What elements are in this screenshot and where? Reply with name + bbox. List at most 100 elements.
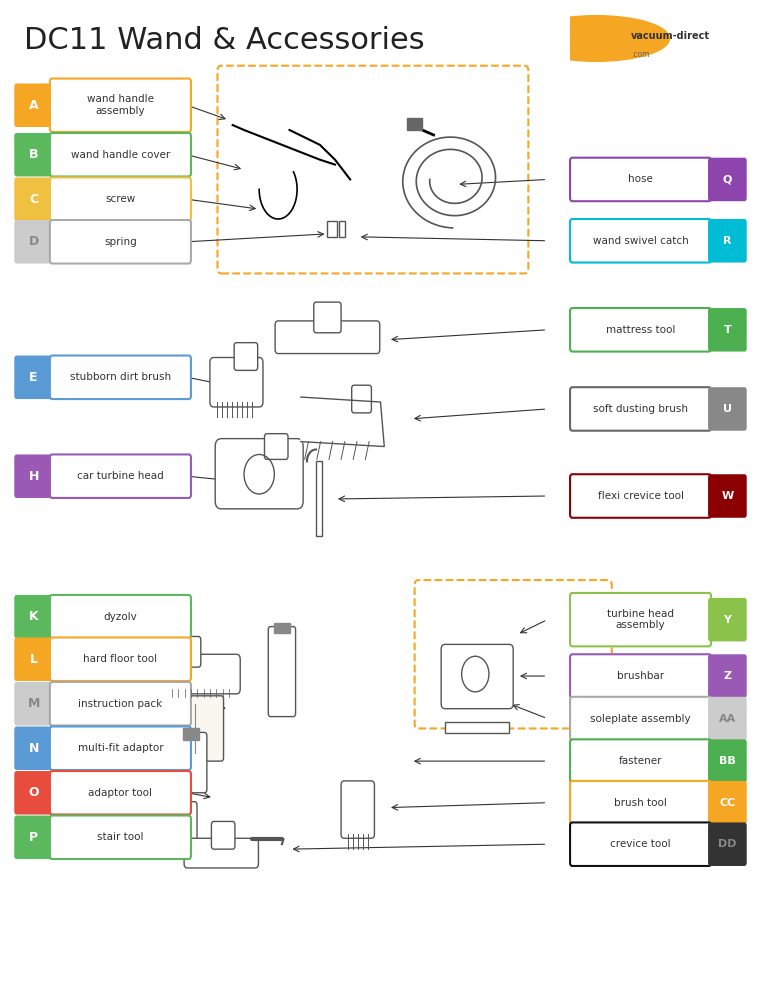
- Text: wand handle
assembly: wand handle assembly: [87, 94, 154, 116]
- Text: spring: spring: [104, 237, 137, 247]
- FancyBboxPatch shape: [164, 655, 240, 693]
- FancyBboxPatch shape: [570, 158, 711, 201]
- FancyBboxPatch shape: [708, 309, 747, 351]
- Text: soleplate assembly: soleplate assembly: [591, 713, 691, 723]
- Text: Q: Q: [723, 175, 732, 185]
- FancyBboxPatch shape: [50, 726, 191, 770]
- FancyBboxPatch shape: [50, 771, 191, 814]
- FancyBboxPatch shape: [570, 696, 711, 740]
- FancyBboxPatch shape: [50, 682, 191, 725]
- Text: mattress tool: mattress tool: [606, 324, 675, 335]
- Text: Z: Z: [723, 671, 731, 682]
- Text: AA: AA: [718, 713, 736, 723]
- FancyBboxPatch shape: [174, 637, 201, 668]
- FancyBboxPatch shape: [708, 739, 747, 783]
- FancyBboxPatch shape: [341, 781, 374, 838]
- Text: dyzolv: dyzolv: [103, 612, 137, 622]
- Text: stair tool: stair tool: [97, 832, 144, 842]
- FancyBboxPatch shape: [14, 454, 53, 498]
- FancyBboxPatch shape: [175, 732, 207, 793]
- FancyBboxPatch shape: [174, 695, 224, 761]
- FancyBboxPatch shape: [212, 821, 235, 849]
- Text: BB: BB: [719, 756, 736, 766]
- FancyBboxPatch shape: [14, 771, 53, 814]
- Text: C: C: [29, 192, 38, 205]
- FancyBboxPatch shape: [215, 438, 303, 509]
- Text: A: A: [29, 99, 38, 112]
- FancyBboxPatch shape: [708, 822, 747, 866]
- FancyBboxPatch shape: [14, 83, 53, 127]
- FancyBboxPatch shape: [14, 178, 53, 221]
- FancyBboxPatch shape: [14, 726, 53, 770]
- Text: L: L: [30, 653, 37, 666]
- FancyBboxPatch shape: [570, 474, 711, 518]
- Text: wand swivel catch: wand swivel catch: [593, 236, 689, 246]
- Text: H: H: [28, 470, 39, 483]
- Text: E: E: [30, 371, 38, 384]
- FancyBboxPatch shape: [708, 158, 747, 201]
- Polygon shape: [301, 397, 384, 446]
- FancyBboxPatch shape: [570, 781, 711, 824]
- Text: adaptor tool: adaptor tool: [88, 788, 152, 798]
- FancyBboxPatch shape: [14, 133, 53, 177]
- FancyBboxPatch shape: [708, 219, 747, 263]
- Text: U: U: [723, 404, 732, 414]
- FancyBboxPatch shape: [234, 342, 258, 370]
- FancyBboxPatch shape: [570, 219, 711, 263]
- Text: T: T: [724, 324, 731, 335]
- Text: brush tool: brush tool: [614, 798, 667, 807]
- FancyBboxPatch shape: [50, 815, 191, 859]
- Bar: [316, 461, 322, 536]
- Text: Y: Y: [724, 615, 731, 625]
- FancyBboxPatch shape: [210, 357, 263, 407]
- FancyBboxPatch shape: [708, 474, 747, 518]
- FancyBboxPatch shape: [570, 655, 711, 697]
- FancyBboxPatch shape: [352, 385, 371, 413]
- FancyBboxPatch shape: [14, 815, 53, 859]
- Text: soft dusting brush: soft dusting brush: [593, 404, 688, 414]
- FancyBboxPatch shape: [265, 434, 288, 459]
- FancyBboxPatch shape: [50, 454, 191, 498]
- Text: crevice tool: crevice tool: [610, 839, 671, 849]
- Text: car turbine head: car turbine head: [77, 471, 164, 481]
- Text: screw: screw: [105, 194, 135, 204]
- FancyBboxPatch shape: [14, 355, 53, 399]
- FancyBboxPatch shape: [50, 78, 191, 132]
- FancyBboxPatch shape: [275, 320, 380, 353]
- FancyBboxPatch shape: [570, 387, 711, 431]
- Bar: [275, 623, 289, 633]
- FancyBboxPatch shape: [184, 838, 259, 868]
- Text: D: D: [28, 235, 39, 248]
- Text: CC: CC: [719, 798, 736, 807]
- FancyBboxPatch shape: [570, 309, 711, 351]
- Bar: [183, 728, 199, 740]
- Text: instruction pack: instruction pack: [78, 698, 163, 708]
- Text: DD: DD: [718, 839, 737, 849]
- FancyBboxPatch shape: [570, 822, 711, 866]
- FancyBboxPatch shape: [708, 781, 747, 824]
- Bar: [407, 118, 422, 130]
- Text: hard floor tool: hard floor tool: [84, 654, 158, 665]
- Text: brushbar: brushbar: [617, 671, 664, 682]
- FancyBboxPatch shape: [570, 593, 711, 647]
- Text: O: O: [28, 787, 39, 800]
- Text: flexi crevice tool: flexi crevice tool: [597, 491, 683, 501]
- Text: DC11 Wand & Accessories: DC11 Wand & Accessories: [24, 26, 425, 56]
- FancyBboxPatch shape: [14, 220, 53, 264]
- FancyBboxPatch shape: [50, 595, 191, 639]
- Text: turbine head
assembly: turbine head assembly: [607, 609, 674, 631]
- FancyBboxPatch shape: [708, 655, 747, 697]
- FancyBboxPatch shape: [50, 178, 191, 221]
- Text: P: P: [29, 830, 38, 844]
- FancyBboxPatch shape: [50, 355, 191, 399]
- Text: W: W: [721, 491, 734, 501]
- Text: R: R: [723, 236, 731, 246]
- Text: B: B: [29, 148, 38, 162]
- Bar: [339, 221, 345, 237]
- FancyBboxPatch shape: [708, 387, 747, 431]
- FancyBboxPatch shape: [708, 598, 747, 642]
- Text: stubborn dirt brush: stubborn dirt brush: [70, 372, 171, 382]
- FancyBboxPatch shape: [50, 133, 191, 177]
- FancyBboxPatch shape: [50, 220, 191, 264]
- FancyBboxPatch shape: [14, 638, 53, 681]
